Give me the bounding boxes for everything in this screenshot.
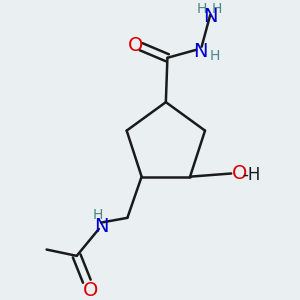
Text: O: O <box>83 281 99 300</box>
Text: N: N <box>194 42 208 61</box>
Text: H: H <box>212 2 222 16</box>
Text: H: H <box>93 208 104 222</box>
Text: H: H <box>209 49 220 63</box>
Text: O: O <box>232 164 248 183</box>
Text: N: N <box>94 217 109 236</box>
Text: -H: -H <box>242 166 261 184</box>
Text: H: H <box>197 2 208 16</box>
Text: N: N <box>202 7 217 26</box>
Text: O: O <box>128 36 143 55</box>
